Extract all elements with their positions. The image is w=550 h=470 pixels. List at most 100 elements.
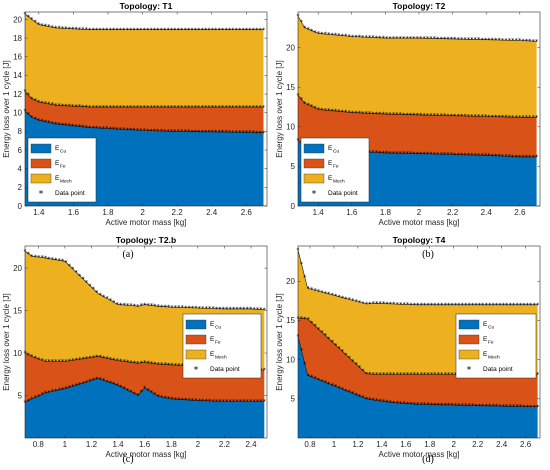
data-point-marker: *	[37, 254, 40, 261]
data-point-marker: *	[136, 127, 139, 134]
data-point-marker: *	[519, 404, 522, 411]
data-point-marker: *	[338, 294, 341, 301]
x-tick-label: 0.8	[304, 440, 316, 449]
data-point-marker: *	[457, 302, 460, 309]
data-point-marker: *	[37, 99, 40, 106]
data-point-marker: *	[248, 27, 251, 34]
data-point-marker: *	[522, 115, 525, 122]
data-point-marker: *	[344, 33, 347, 40]
data-point-marker: *	[536, 404, 539, 411]
data-point-marker: *	[341, 349, 344, 356]
data-point-marker: *	[177, 362, 180, 369]
data-point-marker: *	[467, 152, 470, 159]
data-point-marker: *	[187, 104, 190, 111]
data-point-marker: *	[180, 27, 183, 34]
data-point-marker: *	[307, 286, 310, 293]
data-point-marker: *	[382, 111, 385, 118]
data-point-marker: *	[27, 111, 30, 118]
legend-marker: *	[194, 366, 199, 376]
data-point-marker: *	[498, 114, 501, 121]
data-point-marker: *	[358, 299, 361, 306]
data-point-marker: *	[519, 302, 522, 309]
data-point-marker: *	[420, 372, 423, 379]
x-tick-label: 2	[140, 208, 145, 217]
data-point-marker: *	[378, 111, 381, 118]
legend-label: E	[210, 336, 215, 343]
data-point-marker: *	[464, 403, 467, 410]
x-tick-label: 1.6	[400, 440, 412, 449]
data-point-marker: *	[54, 121, 57, 128]
legend-label-subscript: Mech	[333, 179, 345, 185]
data-point-marker: *	[133, 391, 136, 398]
chart-title: Topology: T2.b	[116, 235, 176, 245]
data-point-marker: *	[106, 356, 109, 363]
data-point-marker: *	[47, 101, 50, 108]
data-point-marker: *	[447, 402, 450, 409]
data-point-marker: *	[47, 359, 50, 366]
data-point-marker: *	[410, 302, 413, 309]
data-point-marker: *	[188, 397, 191, 404]
data-point-marker: *	[511, 114, 514, 121]
data-point-marker: *	[499, 403, 502, 410]
data-point-marker: *	[321, 378, 324, 385]
x-axis-label: Active motor mass [kg]	[106, 218, 187, 227]
x-tick-label: 2.4	[245, 440, 257, 449]
data-point-marker: *	[535, 154, 538, 161]
data-point-marker: *	[536, 372, 539, 379]
data-point-marker: *	[386, 301, 389, 308]
data-point-marker: *	[423, 372, 426, 379]
data-point-marker: *	[30, 17, 33, 24]
data-point-marker: *	[225, 104, 228, 111]
data-point-marker: *	[385, 111, 388, 118]
data-point-marker: *	[229, 306, 232, 313]
legend-swatch	[458, 334, 480, 345]
y-tick-label: 12	[13, 90, 22, 99]
data-point-marker: *	[389, 400, 392, 407]
data-point-marker: *	[92, 125, 95, 132]
data-point-marker: *	[126, 27, 129, 34]
data-point-marker: *	[116, 126, 119, 133]
data-point-marker: *	[474, 152, 477, 159]
chart-title: Topology: T2	[393, 1, 446, 11]
data-point-marker: *	[467, 37, 470, 44]
chart-panel-3: * * * * * * * * * * * * * * * * * * * * * * * * * * * * * * * * * *** * * * *…	[2, 235, 268, 465]
data-point-marker: *	[389, 35, 392, 42]
y-tick-label: 5	[18, 391, 23, 400]
legend-marker: *	[312, 190, 317, 200]
data-point-marker: *	[61, 103, 64, 110]
data-point-marker: *	[95, 125, 98, 132]
data-point-marker: *	[362, 368, 365, 375]
data-point-marker: *	[375, 150, 378, 157]
y-tick-label: 18	[13, 34, 22, 43]
data-point-marker: *	[173, 129, 176, 136]
data-point-marker: *	[440, 36, 443, 43]
data-point-marker: *	[143, 104, 146, 111]
data-point-marker: *	[248, 130, 251, 137]
data-point-marker: *	[416, 35, 419, 42]
data-point-marker: *	[187, 129, 190, 136]
data-point-marker: *	[430, 112, 433, 119]
data-point-marker: *	[440, 372, 443, 379]
data-point-marker: *	[368, 397, 371, 404]
data-point-marker: *	[102, 355, 105, 362]
data-point-marker: *	[71, 103, 74, 110]
data-point-marker: *	[126, 127, 129, 134]
data-point-marker: *	[327, 336, 330, 343]
data-point-marker: *	[44, 119, 47, 126]
data-point-marker: *	[406, 401, 409, 408]
data-point-marker: *	[140, 303, 143, 310]
data-point-marker: *	[51, 24, 54, 31]
data-point-marker: *	[464, 113, 467, 120]
data-point-marker: *	[396, 372, 399, 379]
data-point-marker: *	[160, 394, 163, 401]
data-point-marker: *	[412, 151, 415, 158]
data-point-marker: *	[47, 120, 50, 127]
data-point-marker: *	[214, 27, 217, 34]
data-point-marker: *	[475, 403, 478, 410]
x-tick-label: 1.8	[380, 208, 392, 217]
data-point-marker: *	[426, 36, 429, 43]
data-point-marker: *	[65, 260, 68, 267]
data-point-marker: *	[433, 372, 436, 379]
data-point-marker: *	[368, 111, 371, 118]
data-point-marker: *	[437, 302, 440, 309]
